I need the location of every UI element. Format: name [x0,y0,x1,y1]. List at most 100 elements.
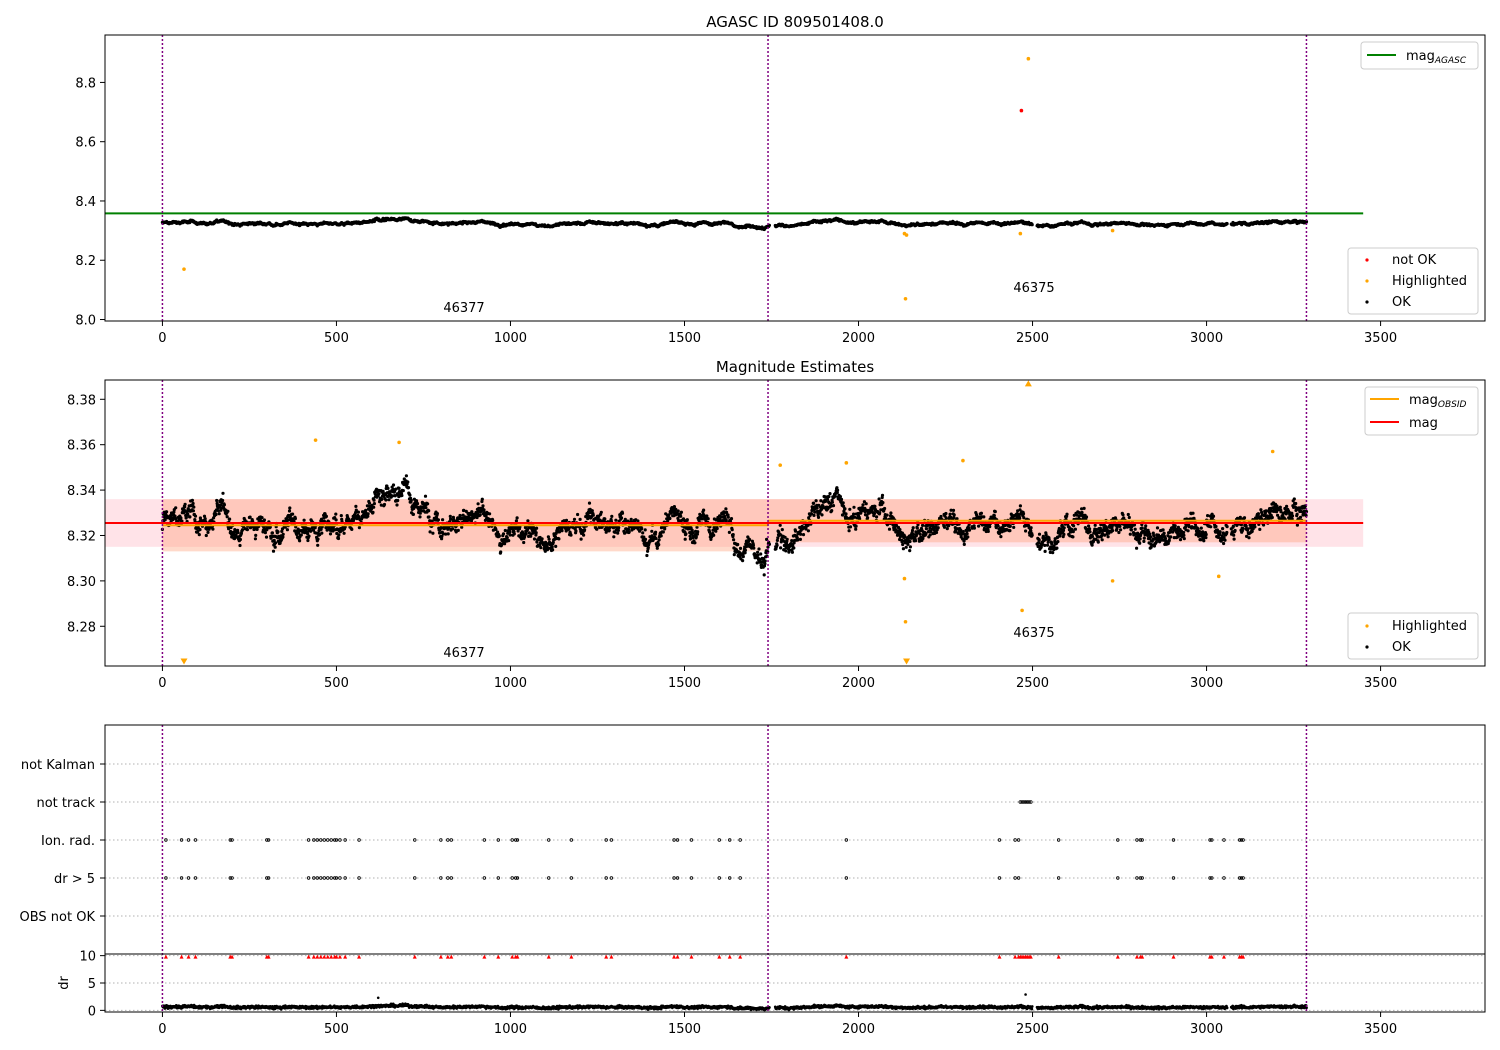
ok-point [436,518,440,522]
ok-point [316,537,320,541]
ok-point [610,514,614,519]
ok-point [539,546,543,550]
ok-point [574,529,578,533]
ok-point [316,543,320,547]
ok-point [395,503,399,507]
ok-point [741,555,745,559]
ok-point [367,501,372,505]
panel2-plot [105,380,1364,666]
ok-point [650,529,654,533]
ok-point [273,541,278,545]
panel1-title: AGASC ID 809501408.0 [706,13,884,31]
ok-point [505,536,509,540]
ok-point [285,528,289,532]
ok-point [245,528,249,532]
legend-dot-not-ok [1365,258,1369,262]
ok-point [221,498,225,503]
ok-point [281,532,285,536]
ok-point [724,518,728,522]
x-tick-label: 1000 [494,331,527,346]
ok-point [291,512,295,516]
ok-point [616,528,621,533]
ok-point [324,514,328,519]
panel-magnitude-estimates: Magnitude Estimates 0 500 1000 1500 2000 2500… [67,358,1486,691]
ok-point [307,534,311,538]
ok-point [320,531,324,535]
ok-point [411,512,415,517]
ok-point [626,527,631,531]
ok-point [748,538,752,542]
ok-point [386,486,390,490]
ok-point [595,527,599,531]
ok-point [288,506,292,510]
ok-point [482,508,486,512]
ok-point [253,537,257,541]
ok-point [418,515,422,519]
ok-point [281,535,285,539]
panel1-legend-upper: magAGASC [1360,41,1479,70]
ok-point [298,539,302,543]
ok-point [215,498,219,503]
ok-point [179,516,183,520]
ok-point [299,533,303,537]
ok-point [165,510,169,514]
ok-point [446,532,450,536]
ok-point [491,518,495,523]
ok-point [400,493,404,498]
ok-point [478,513,482,517]
ok-point [263,531,267,535]
ok-point [406,486,411,490]
ok-point [476,502,480,506]
ok-point [480,497,484,501]
ok-point [700,517,704,521]
ok-point [1030,223,1034,227]
ok-point [679,510,684,514]
ok-point [238,543,242,548]
ok-point [431,531,435,535]
ok-point [424,506,428,510]
ok-point [554,544,558,549]
ok-point [190,498,194,502]
ok-point [254,533,258,538]
ok-point [579,537,583,541]
ok-point [694,535,698,539]
x-tick-label: 2500 [1016,331,1049,346]
ok-point [684,532,688,536]
ok-point [396,498,400,503]
y-tick-label: 8.4 [75,195,96,210]
y-tick-label: 8.2 [75,254,96,269]
ok-point [270,531,274,535]
ok-point [499,550,503,554]
ok-point [497,534,501,538]
ok-point [654,530,658,534]
ok-point [382,502,387,507]
ok-point [1225,222,1229,226]
legend-dot-ok [1365,300,1369,304]
ok-point [339,514,343,518]
panel1-legend-lower: not OK Highlighted OK [1347,247,1479,315]
x-tick-label: 500 [324,331,349,346]
ok-point [659,534,663,538]
ok-point [211,527,215,531]
ok-point [564,518,569,523]
ok-point [724,507,728,511]
ok-point [409,498,413,502]
ok-point [738,546,743,551]
ok-point [328,532,333,536]
ok-point [641,531,645,535]
x-tick-label: 0 [158,331,166,346]
ok-point [262,518,266,522]
ok-point [616,531,620,535]
ok-point [334,518,338,522]
ok-point [240,528,245,532]
ok-point [293,516,297,521]
ok-point [572,517,577,521]
ok-point [428,530,432,534]
panel1-obsid-label-46377: 46377 [443,301,484,316]
ok-point [306,538,310,543]
ok-points [160,216,1309,232]
ok-point [679,514,683,518]
ok-point [350,527,354,532]
ok-point [354,504,358,508]
